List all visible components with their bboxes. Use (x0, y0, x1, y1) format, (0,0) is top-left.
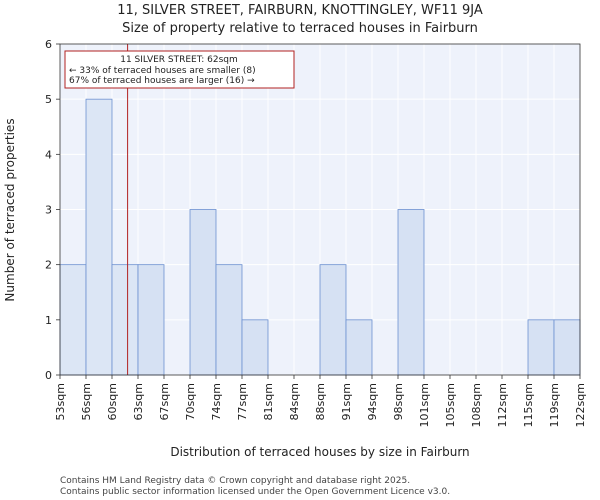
x-tick-label: 112sqm (496, 383, 509, 427)
bar (85, 98, 113, 376)
x-tick-label: 74sqm (210, 383, 223, 420)
x-tick-label: 81sqm (262, 383, 275, 420)
x-tick-label: 91sqm (340, 383, 353, 420)
y-tick-label: 4 (45, 148, 52, 161)
bar (319, 264, 347, 376)
bar (137, 264, 165, 376)
x-tick-label: 70sqm (184, 383, 197, 420)
bar (241, 319, 269, 376)
bar (111, 264, 139, 376)
annotation-larger: 67% of terraced houses are larger (16) → (69, 76, 255, 86)
y-tick-label: 2 (45, 259, 52, 272)
x-axis-label: Distribution of terraced houses by size … (170, 445, 469, 459)
x-tick-label: 101sqm (418, 383, 431, 427)
bar (345, 319, 373, 376)
bar (397, 209, 425, 376)
x-tick-label: 84sqm (288, 383, 301, 420)
x-tick-label: 122sqm (574, 383, 587, 427)
x-tick-label: 56sqm (80, 383, 93, 420)
x-tick-label: 77sqm (236, 383, 249, 420)
x-tick-label: 108sqm (470, 383, 483, 427)
bars (59, 98, 581, 376)
x-tick-label: 119sqm (548, 383, 561, 427)
y-tick-label: 0 (45, 369, 52, 382)
y-axis-ticks: 0 1 2 3 4 5 6 (45, 38, 60, 382)
annotation-title: 11 SILVER STREET: 62sqm (120, 55, 238, 65)
x-tick-label: 98sqm (392, 383, 405, 420)
x-tick-label: 53sqm (54, 383, 67, 420)
x-tick-label: 88sqm (314, 383, 327, 420)
annotation-box: 11 SILVER STREET: 62sqm ← 33% of terrace… (64, 50, 295, 89)
bar (553, 319, 581, 376)
y-tick-label: 1 (45, 314, 52, 327)
x-tick-label: 63sqm (132, 383, 145, 420)
y-tick-label: 6 (45, 38, 52, 51)
x-tick-label: 105sqm (444, 383, 457, 427)
x-tick-label: 115sqm (522, 383, 535, 427)
x-axis-ticks: 53sqm 56sqm 60sqm 63sqm 67sqm 70sqm 74sqm 77sqm… (54, 375, 587, 427)
bar (189, 209, 217, 376)
x-tick-label: 60sqm (106, 383, 119, 420)
footer-line-1: Contains HM Land Registry data © Crown c… (60, 476, 410, 486)
y-axis-label: Number of terraced properties (3, 118, 17, 301)
chart-subtitle: Size of property relative to terraced ho… (122, 21, 478, 36)
x-tick-label: 67sqm (158, 383, 171, 420)
x-tick-label: 94sqm (366, 383, 379, 420)
bar (59, 264, 87, 376)
chart-title: 11, SILVER STREET, FAIRBURN, KNOTTINGLEY… (117, 3, 483, 18)
annotation-smaller: ← 33% of terraced houses are smaller (8) (69, 66, 256, 76)
footer-line-2: Contains public sector information licen… (60, 487, 450, 497)
bar (215, 264, 243, 376)
y-tick-label: 3 (45, 204, 52, 217)
bar (527, 319, 555, 376)
y-tick-label: 5 (45, 93, 52, 106)
